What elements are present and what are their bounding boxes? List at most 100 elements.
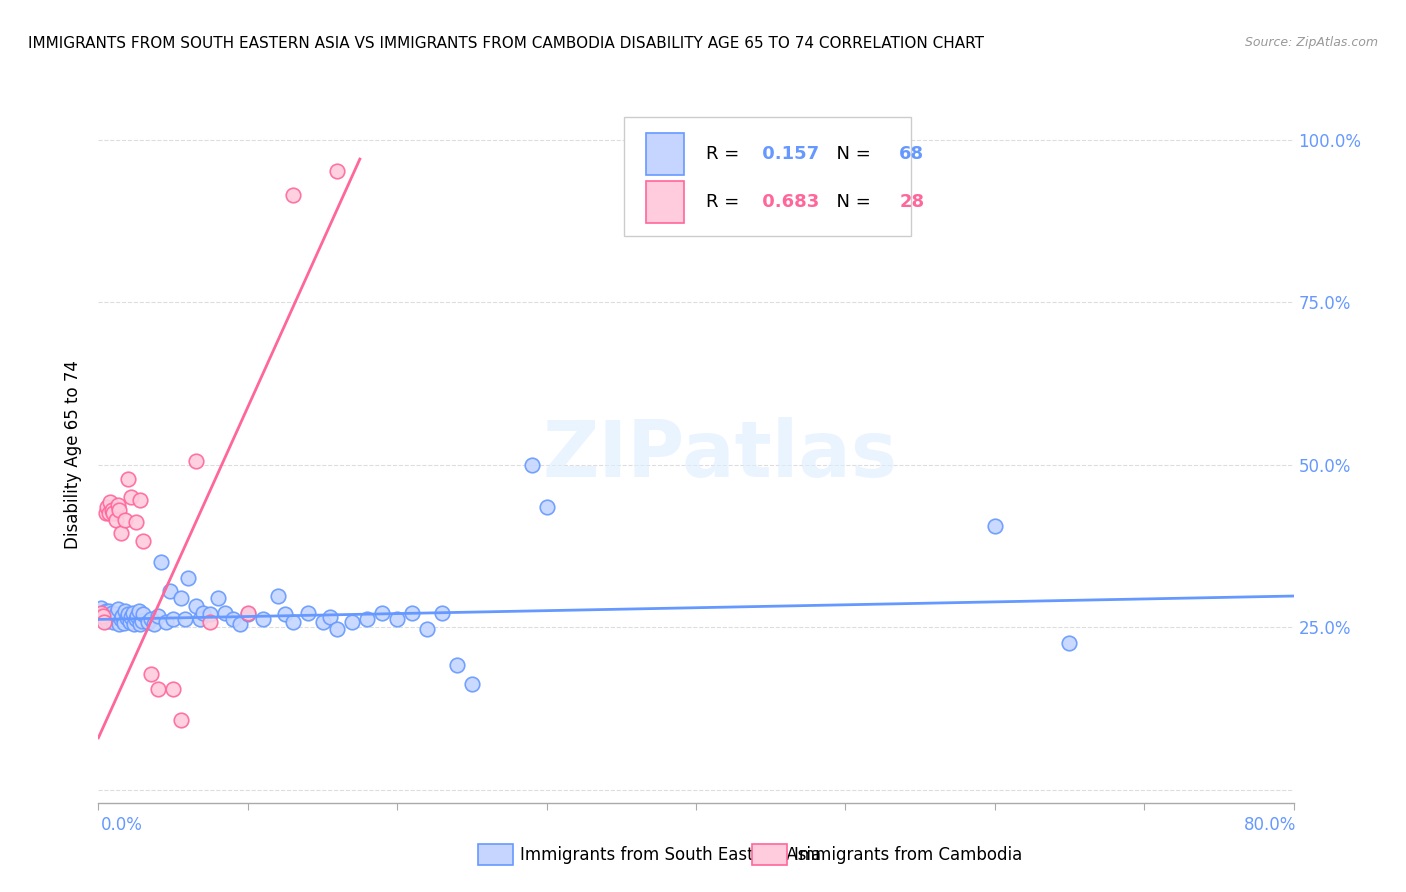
Text: R =: R = bbox=[706, 194, 745, 211]
Point bbox=[97, 507, 120, 521]
Text: R =: R = bbox=[706, 145, 745, 162]
Point bbox=[105, 513, 128, 527]
Point bbox=[148, 608, 170, 623]
Point bbox=[101, 606, 124, 620]
Point bbox=[150, 555, 173, 569]
Text: 0.157: 0.157 bbox=[756, 145, 818, 162]
Point bbox=[132, 607, 155, 622]
Point bbox=[356, 612, 378, 626]
Point bbox=[98, 608, 122, 623]
Point bbox=[342, 615, 364, 629]
Point bbox=[177, 572, 200, 586]
Point bbox=[96, 614, 118, 628]
Point bbox=[139, 667, 162, 681]
Point bbox=[107, 498, 129, 512]
Point bbox=[127, 608, 149, 623]
Point bbox=[1059, 636, 1081, 650]
Point bbox=[162, 612, 184, 626]
Point bbox=[297, 606, 319, 620]
Point bbox=[125, 515, 148, 529]
Point bbox=[125, 612, 148, 626]
FancyBboxPatch shape bbox=[624, 118, 911, 235]
Point bbox=[430, 606, 453, 620]
Point bbox=[114, 513, 136, 527]
FancyBboxPatch shape bbox=[645, 181, 685, 223]
Point bbox=[461, 677, 484, 691]
Point bbox=[91, 610, 114, 624]
Point bbox=[267, 589, 290, 603]
Point bbox=[184, 599, 207, 614]
Point bbox=[103, 507, 125, 521]
Point bbox=[94, 604, 117, 618]
Point bbox=[93, 607, 115, 622]
Point bbox=[101, 503, 124, 517]
Point bbox=[281, 187, 304, 202]
Point bbox=[94, 507, 117, 521]
Point bbox=[121, 606, 143, 620]
Y-axis label: Disability Age 65 to 74: Disability Age 65 to 74 bbox=[65, 360, 83, 549]
Point bbox=[984, 519, 1007, 533]
Point bbox=[252, 612, 274, 626]
Text: 0.683: 0.683 bbox=[756, 194, 818, 211]
Point bbox=[111, 608, 134, 623]
Point bbox=[129, 493, 152, 508]
Point bbox=[117, 472, 139, 486]
Point bbox=[274, 607, 297, 622]
Point bbox=[155, 615, 177, 629]
FancyBboxPatch shape bbox=[645, 133, 685, 175]
Text: N =: N = bbox=[825, 194, 876, 211]
Point bbox=[132, 534, 155, 549]
Point bbox=[118, 615, 141, 629]
Point bbox=[115, 611, 138, 625]
Point bbox=[148, 681, 170, 696]
Point bbox=[191, 606, 214, 620]
Point bbox=[326, 622, 349, 636]
Point bbox=[200, 607, 222, 622]
Point bbox=[112, 616, 135, 631]
Point bbox=[214, 606, 236, 620]
Text: IMMIGRANTS FROM SOUTH EASTERN ASIA VS IMMIGRANTS FROM CAMBODIA DISABILITY AGE 65: IMMIGRANTS FROM SOUTH EASTERN ASIA VS IM… bbox=[28, 36, 984, 51]
Point bbox=[281, 615, 304, 629]
Point bbox=[110, 525, 132, 540]
Point bbox=[91, 608, 114, 623]
Point bbox=[207, 591, 229, 605]
Point bbox=[103, 615, 125, 629]
Point bbox=[311, 615, 333, 629]
Point bbox=[90, 600, 112, 615]
Point bbox=[136, 615, 159, 629]
Point bbox=[326, 163, 349, 178]
Text: Immigrants from Cambodia: Immigrants from Cambodia bbox=[794, 846, 1022, 863]
Point bbox=[107, 602, 129, 616]
Point bbox=[120, 490, 142, 504]
Point bbox=[169, 591, 191, 605]
Point bbox=[142, 617, 165, 632]
Point bbox=[401, 606, 423, 620]
Point bbox=[162, 681, 184, 696]
Point bbox=[93, 615, 115, 629]
Point bbox=[416, 622, 439, 636]
Point bbox=[114, 604, 136, 618]
Point bbox=[117, 607, 139, 622]
Point bbox=[124, 617, 146, 632]
Point bbox=[108, 503, 131, 517]
Point bbox=[385, 612, 409, 626]
Point bbox=[188, 612, 211, 626]
Point bbox=[120, 610, 142, 624]
Point bbox=[222, 612, 245, 626]
Point bbox=[536, 500, 558, 514]
Point bbox=[520, 458, 543, 472]
Point bbox=[110, 612, 132, 626]
Point bbox=[131, 614, 153, 628]
Point bbox=[159, 584, 181, 599]
Point bbox=[169, 713, 191, 727]
Point bbox=[90, 606, 112, 620]
Point bbox=[98, 495, 122, 509]
Point bbox=[200, 615, 222, 629]
Point bbox=[371, 606, 394, 620]
Text: 68: 68 bbox=[900, 145, 924, 162]
Text: Immigrants from South Eastern Asia: Immigrants from South Eastern Asia bbox=[520, 846, 821, 863]
Text: Source: ZipAtlas.com: Source: ZipAtlas.com bbox=[1244, 36, 1378, 49]
Text: 0.0%: 0.0% bbox=[101, 816, 143, 834]
Point bbox=[108, 617, 131, 632]
Text: ZIPatlas: ZIPatlas bbox=[543, 417, 897, 493]
